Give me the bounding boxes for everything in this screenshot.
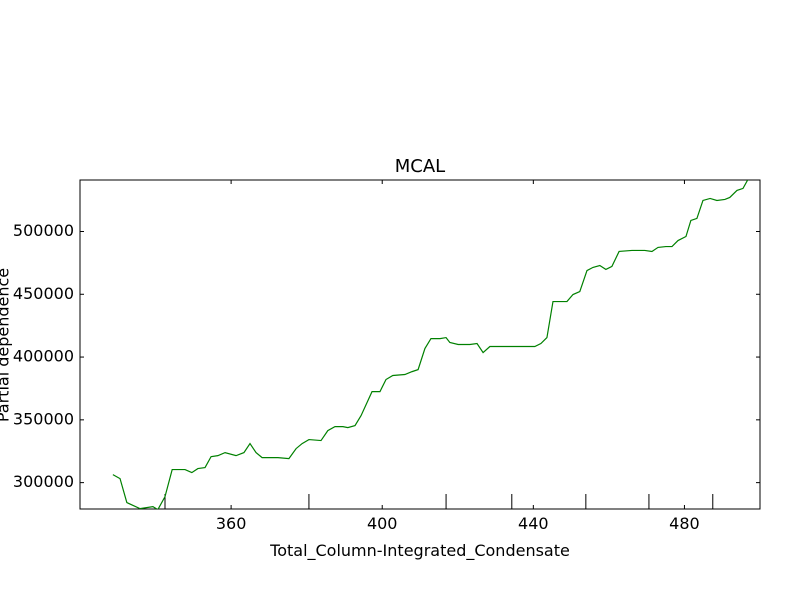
- plot-frame: [79, 179, 761, 510]
- x-tick-label: 400: [367, 514, 398, 533]
- x-tick-label: 440: [518, 514, 549, 533]
- y-tick-label: 400000: [13, 347, 74, 366]
- y-axis-label: Partial dependence: [0, 268, 13, 422]
- y-tick-label: 300000: [13, 472, 74, 491]
- x-tick-label: 360: [216, 514, 247, 533]
- x-axis-label: Total_Column-Integrated_Condensate: [269, 541, 570, 561]
- data-line: [112, 180, 749, 509]
- chart-title: MCAL: [395, 156, 445, 177]
- x-tick-label: 480: [669, 514, 700, 533]
- y-tick-label: 500000: [13, 221, 74, 240]
- y-tick-label: 450000: [13, 284, 74, 303]
- y-tick-label: 350000: [13, 409, 74, 428]
